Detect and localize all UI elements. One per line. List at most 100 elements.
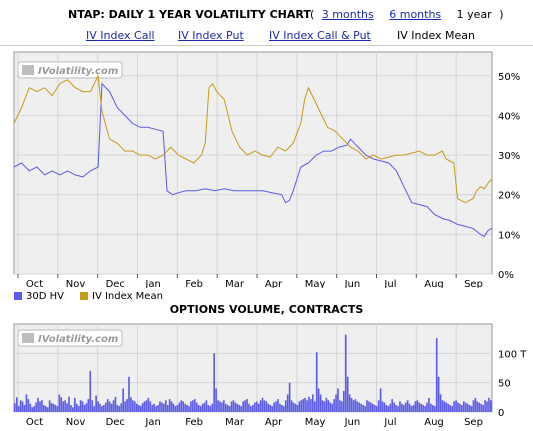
volume-bar	[366, 400, 368, 412]
volume-bar	[79, 400, 82, 412]
volume-bar	[190, 401, 192, 412]
volume-bar	[321, 400, 324, 412]
volume-bar	[379, 388, 382, 412]
volume-bar	[126, 399, 128, 412]
volume-bar	[54, 405, 57, 412]
volume-bar	[350, 397, 353, 412]
volume-bar	[445, 402, 448, 412]
volume-bar	[273, 402, 275, 412]
tab-iv-index-put[interactable]: IV Index Put	[178, 29, 244, 42]
range-3-months-link[interactable]: 3 months	[321, 8, 374, 21]
volume-bar	[457, 402, 459, 412]
volume-bar	[360, 403, 363, 412]
volume-bar	[261, 397, 264, 412]
volume-x-tick-label: Feb	[185, 417, 203, 428]
volume-bar	[240, 406, 243, 412]
volume-bar	[402, 405, 405, 412]
volume-bar	[114, 396, 117, 412]
volume-bar	[217, 400, 219, 412]
series-line-iv-mean	[13, 74, 493, 204]
volume-bar	[466, 403, 469, 412]
volume-bar	[381, 401, 384, 412]
volume-bar	[143, 401, 146, 412]
volume-bar	[244, 400, 246, 412]
volume-bar	[354, 399, 357, 412]
volume-bar	[19, 400, 22, 412]
volume-bar	[281, 405, 283, 412]
volume-bar	[37, 397, 39, 412]
volume-bar	[451, 406, 453, 412]
x-tick-label: Feb	[185, 279, 203, 288]
volume-bar	[323, 401, 326, 412]
ivolatility-watermark: IVolatility.com	[17, 61, 123, 79]
volume-bar	[385, 405, 388, 412]
volume-y-tick-label: 50	[498, 379, 511, 390]
volume-bar	[180, 400, 183, 412]
volume-bar	[404, 402, 407, 412]
volume-y-tick-label: 100 T	[498, 349, 527, 360]
volume-bar	[201, 403, 204, 412]
volume-bar	[232, 400, 235, 412]
range-6-months-link[interactable]: 6 months	[389, 8, 442, 21]
volume-bar	[193, 399, 196, 412]
volume-bar	[377, 400, 380, 412]
volume-bar	[263, 400, 266, 412]
volume-bar	[77, 406, 80, 412]
header-row: NTAP: DAILY 1 YEAR VOLATILITY CHART ( 3 …	[0, 8, 533, 24]
volume-bar	[308, 396, 310, 412]
volume-bar	[393, 402, 395, 412]
volume-bar	[435, 338, 438, 412]
volume-bar	[178, 402, 181, 412]
volume-bar	[23, 405, 26, 412]
volume-bar	[223, 400, 225, 412]
y-tick-label: 50%	[498, 72, 520, 83]
volume-bar	[453, 401, 455, 412]
volume-bar	[348, 394, 351, 412]
volume-bar	[215, 388, 217, 412]
volume-y-tick-label: 0	[498, 408, 504, 419]
volume-bar	[408, 403, 411, 412]
volume-bar	[163, 403, 165, 412]
volume-bar	[60, 397, 63, 412]
volume-bar	[73, 397, 76, 412]
volume-bar	[147, 397, 150, 412]
volume-bar	[447, 403, 450, 412]
volume-bar	[246, 399, 248, 412]
volume-bar	[288, 382, 291, 412]
volume-chart: 0 50 100 T Oct Nov Dec Jan Feb Mar Apr May Jun Jul Au…	[13, 323, 527, 428]
volume-bar	[153, 403, 155, 412]
volume-bar	[188, 406, 190, 412]
volume-bar	[97, 401, 99, 412]
volume-bar	[219, 401, 221, 412]
volume-bar	[468, 405, 471, 412]
volume-bar	[476, 401, 479, 412]
volume-bar	[197, 405, 200, 412]
volume-bar	[296, 405, 299, 412]
volume-bar	[151, 405, 154, 412]
volume-bar	[356, 401, 359, 412]
volume-bar	[21, 401, 24, 412]
volume-bar	[39, 401, 41, 412]
legend-item-hv: 30D HV	[14, 291, 64, 302]
tab-iv-index-call[interactable]: IV Index Call	[86, 29, 155, 42]
legend-swatch-iv	[80, 292, 88, 300]
volume-bar	[437, 376, 440, 412]
tab-iv-index-call-put[interactable]: IV Index Call & Put	[269, 29, 371, 42]
volume-bar	[72, 407, 74, 412]
volume-bar	[101, 406, 103, 412]
x-tick-label: Sep	[464, 279, 483, 288]
volume-bar	[490, 400, 492, 412]
volume-bar	[399, 401, 401, 412]
volume-bar	[230, 401, 233, 412]
plot-area	[13, 51, 493, 275]
volume-bar	[120, 403, 123, 412]
volume-bar	[184, 403, 186, 412]
watermark-text: IVolatility.com	[38, 66, 118, 77]
volume-bar	[99, 403, 101, 412]
volume-bar	[312, 394, 314, 412]
volume-bar	[166, 405, 169, 412]
volume-bar	[416, 400, 419, 412]
watermark-logo-icon	[22, 65, 34, 75]
volume-bar	[224, 403, 227, 412]
volume-bar	[341, 401, 343, 412]
